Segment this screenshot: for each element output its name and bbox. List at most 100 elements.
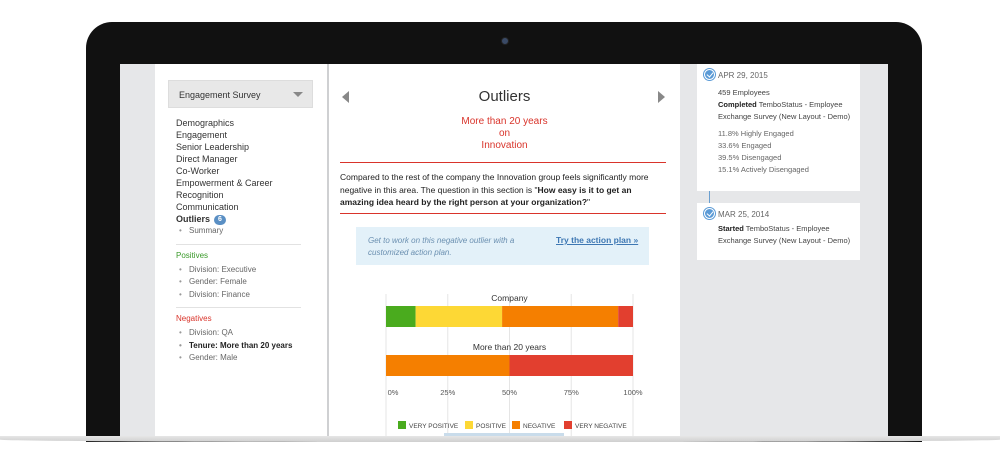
check-icon [704, 208, 715, 219]
timeline-date: MAR 25, 2014 [718, 210, 770, 219]
legend-swatch [465, 421, 473, 429]
laptop-base [0, 436, 1000, 442]
negative-item[interactable]: • Division: QA [176, 327, 311, 340]
chevron-down-icon [293, 92, 303, 97]
legend-label: POSITIVE [476, 423, 507, 430]
red-divider [340, 162, 666, 163]
sidebar-item-direct-manager[interactable]: Direct Manager [176, 154, 238, 164]
outliers-count-badge: 6 [214, 215, 226, 225]
outlier-subtitle: More than 20 years on Innovation [329, 116, 680, 152]
description-question: How easy is it to get an amazing idea he… [340, 184, 632, 208]
legend-label: VERY NEGATIVE [575, 423, 627, 430]
stacked-bar-chart: Company More than 20 years 0% 25% 50% 75% 100%… [385, 293, 643, 436]
previous-arrow-icon[interactable] [342, 91, 349, 103]
timeline-survey: TemboStatus - Employee Exchange Survey (… [718, 100, 851, 121]
timeline-card: APR 29, 2015 459 Employees Completed Tem… [697, 64, 860, 191]
description-text: Compared to the rest of the company the … [340, 172, 649, 195]
bar-segment [502, 306, 619, 327]
legend-label: NEGATIVE [523, 423, 556, 430]
red-divider [340, 213, 666, 214]
bullet-icon: • [179, 226, 182, 235]
bullet-icon: • [179, 264, 182, 274]
positives-heading: Positives [176, 250, 209, 260]
sidebar-item-recognition[interactable]: Recognition [176, 190, 224, 200]
summary-label: Summary [189, 226, 224, 235]
bar-segment [386, 306, 416, 327]
timeline-survey: TemboStatus - Employee Exchange Survey (… [718, 224, 851, 245]
x-tick-label: 50% [502, 388, 517, 397]
sidebar-item-empowerment-career[interactable]: Empowerment & Career [176, 178, 273, 188]
negatives-heading: Negatives [176, 314, 212, 323]
x-tick-label: 75% [564, 388, 579, 397]
action-plan-callout: Get to work on this negative outlier wit… [356, 227, 649, 265]
stat-line: 39.5% Disengaged [718, 153, 782, 162]
subtitle-line: More than 20 years [461, 116, 548, 127]
stat-line: 15.1% Actively Disengaged [718, 165, 809, 174]
sidebar-item-co-worker[interactable]: Co-Worker [176, 166, 220, 176]
bullet-icon: • [179, 289, 182, 299]
legend-swatch [512, 421, 520, 429]
subtitle-line: Innovation [481, 140, 528, 151]
negative-item-label: Gender: Male [189, 353, 238, 362]
legend-swatch [398, 421, 406, 429]
positive-item-label: Division: Executive [189, 264, 257, 274]
divider [176, 243, 301, 245]
check-icon [704, 69, 715, 80]
stat-line: 11.8% Highly Engaged [718, 129, 794, 138]
sidebar: Engagement Survey Demographics Engagemen… [155, 64, 328, 436]
outlier-panel: Outliers More than 20 years on Innovatio… [329, 64, 680, 436]
positive-item-label: Gender: Female [189, 277, 247, 286]
bar-segment [509, 355, 633, 376]
bullet-icon: • [179, 340, 182, 350]
survey-select[interactable]: Engagement Survey [168, 80, 313, 108]
legend-swatch [564, 421, 572, 429]
positive-item[interactable]: • Gender: Female [176, 276, 311, 289]
divider [176, 307, 301, 308]
x-tick-label: 25% [440, 388, 455, 397]
description-end: " [587, 197, 591, 207]
bar-segment [415, 306, 503, 327]
timeline-status-line: Started TemboStatus - Employee Exchange … [718, 223, 853, 247]
page-title: Outliers [478, 88, 531, 105]
screen: Engagement Survey Demographics Engagemen… [120, 64, 888, 436]
timeline-status: Completed [718, 100, 757, 109]
negative-item-label: Tenure: More than 20 years [189, 340, 293, 350]
scroll-indicator[interactable] [444, 433, 564, 436]
sidebar-item-engagement[interactable]: Engagement [176, 130, 228, 140]
survey-select-label: Engagement Survey [179, 90, 261, 100]
negative-item-label: Division: QA [189, 328, 234, 337]
sidebar-item-communication[interactable]: Communication [176, 202, 239, 212]
subtitle-line: on [498, 128, 511, 139]
category-label: More than 20 years [473, 342, 546, 352]
outlier-description: Compared to the rest of the company the … [340, 171, 666, 209]
panel-divider [327, 64, 329, 436]
category-label: Company [491, 293, 528, 303]
timeline-date: APR 29, 2015 [718, 71, 768, 80]
bullet-icon: • [179, 328, 182, 337]
bullet-icon: • [179, 353, 182, 362]
sidebar-item-senior-leadership[interactable]: Senior Leadership [176, 142, 250, 152]
timeline-status: Started [718, 224, 744, 233]
timeline-card: MAR 25, 2014 Started TemboStatus - Emplo… [697, 203, 860, 260]
negative-item-active[interactable]: • Tenure: More than 20 years [176, 340, 311, 353]
positive-item[interactable]: • Division: Finance [176, 289, 311, 302]
sidebar-subitem-summary[interactable]: • Summary [176, 225, 311, 238]
x-tick-label: 100% [623, 388, 643, 397]
sidebar-item-demographics[interactable]: Demographics [176, 118, 235, 128]
callout-text: Get to work on this negative outlier wit… [368, 236, 515, 257]
sidebar-item-outliers[interactable]: Outliers 6 [176, 213, 311, 225]
timeline-employees: 459 Employees [718, 88, 770, 97]
sidebar-nav: Demographics Engagement Senior Leadershi… [176, 117, 311, 365]
engagement-stats: 11.8% Highly Engaged 33.6% Engaged 39.5%… [718, 128, 809, 176]
positive-item[interactable]: • Division: Executive [176, 264, 311, 277]
stat-line: 33.6% Engaged [718, 141, 772, 150]
negative-item[interactable]: • Gender: Male [176, 352, 311, 365]
camera-icon [501, 37, 509, 45]
try-action-plan-link[interactable]: Try the action plan » [556, 235, 639, 245]
timeline-status-line: Completed TemboStatus - Employee Exchang… [718, 99, 853, 123]
legend-label: VERY POSITIVE [409, 423, 459, 430]
next-arrow-icon[interactable] [658, 91, 665, 103]
sidebar-item-outliers-label: Outliers [176, 214, 211, 224]
x-tick-label: 0% [388, 388, 399, 397]
